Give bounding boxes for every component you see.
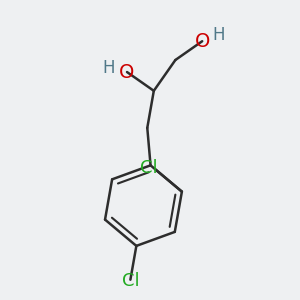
Text: O: O xyxy=(194,32,210,51)
Text: O: O xyxy=(119,62,135,82)
Text: H: H xyxy=(103,59,115,77)
Text: H: H xyxy=(212,26,225,44)
Text: Cl: Cl xyxy=(140,159,157,177)
Text: Cl: Cl xyxy=(122,272,139,290)
